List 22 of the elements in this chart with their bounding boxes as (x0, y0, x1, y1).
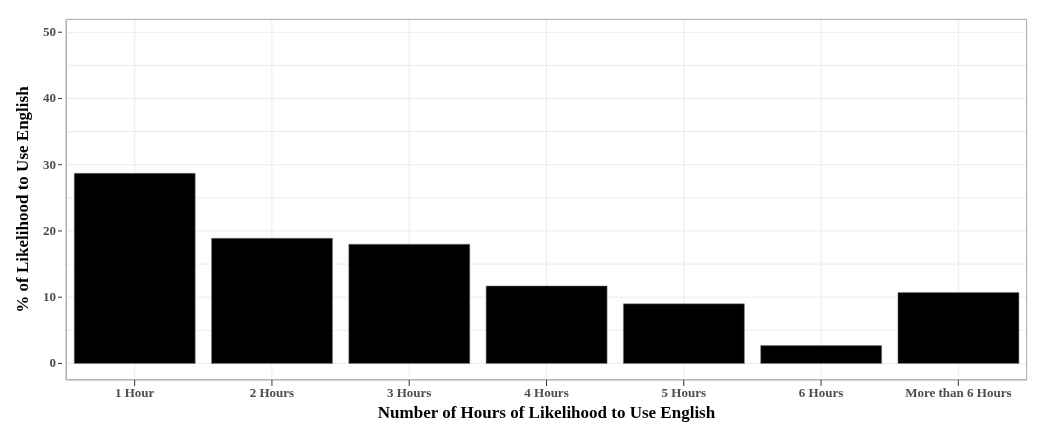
x-tick-label: 3 Hours (387, 385, 432, 401)
x-axis-title: Number of Hours of Likelihood to Use English (377, 403, 716, 422)
bar (897, 292, 1020, 364)
y-tick-label: 0 (49, 355, 56, 371)
x-tick-label: 4 Hours (524, 385, 569, 401)
y-tick-label: 10 (43, 289, 56, 305)
bar (760, 345, 882, 364)
bar (73, 173, 196, 364)
bar (211, 238, 333, 364)
bar (485, 285, 608, 364)
x-tick-label: More than 6 Hours (905, 385, 1012, 401)
x-tick-label: 6 Hours (798, 385, 844, 401)
bar (348, 243, 471, 364)
y-tick-label: 30 (43, 156, 56, 172)
y-axis-title: % of Likelihood to Use English (13, 85, 32, 313)
y-tick-label: 20 (43, 222, 56, 238)
y-tick-label: 40 (43, 90, 56, 106)
y-tick-label: 50 (43, 24, 56, 40)
bar (623, 303, 745, 364)
x-tick-label: 5 Hours (661, 385, 706, 401)
x-tick-label: 2 Hours (249, 385, 295, 401)
x-tick-label: 1 Hour (114, 385, 155, 401)
